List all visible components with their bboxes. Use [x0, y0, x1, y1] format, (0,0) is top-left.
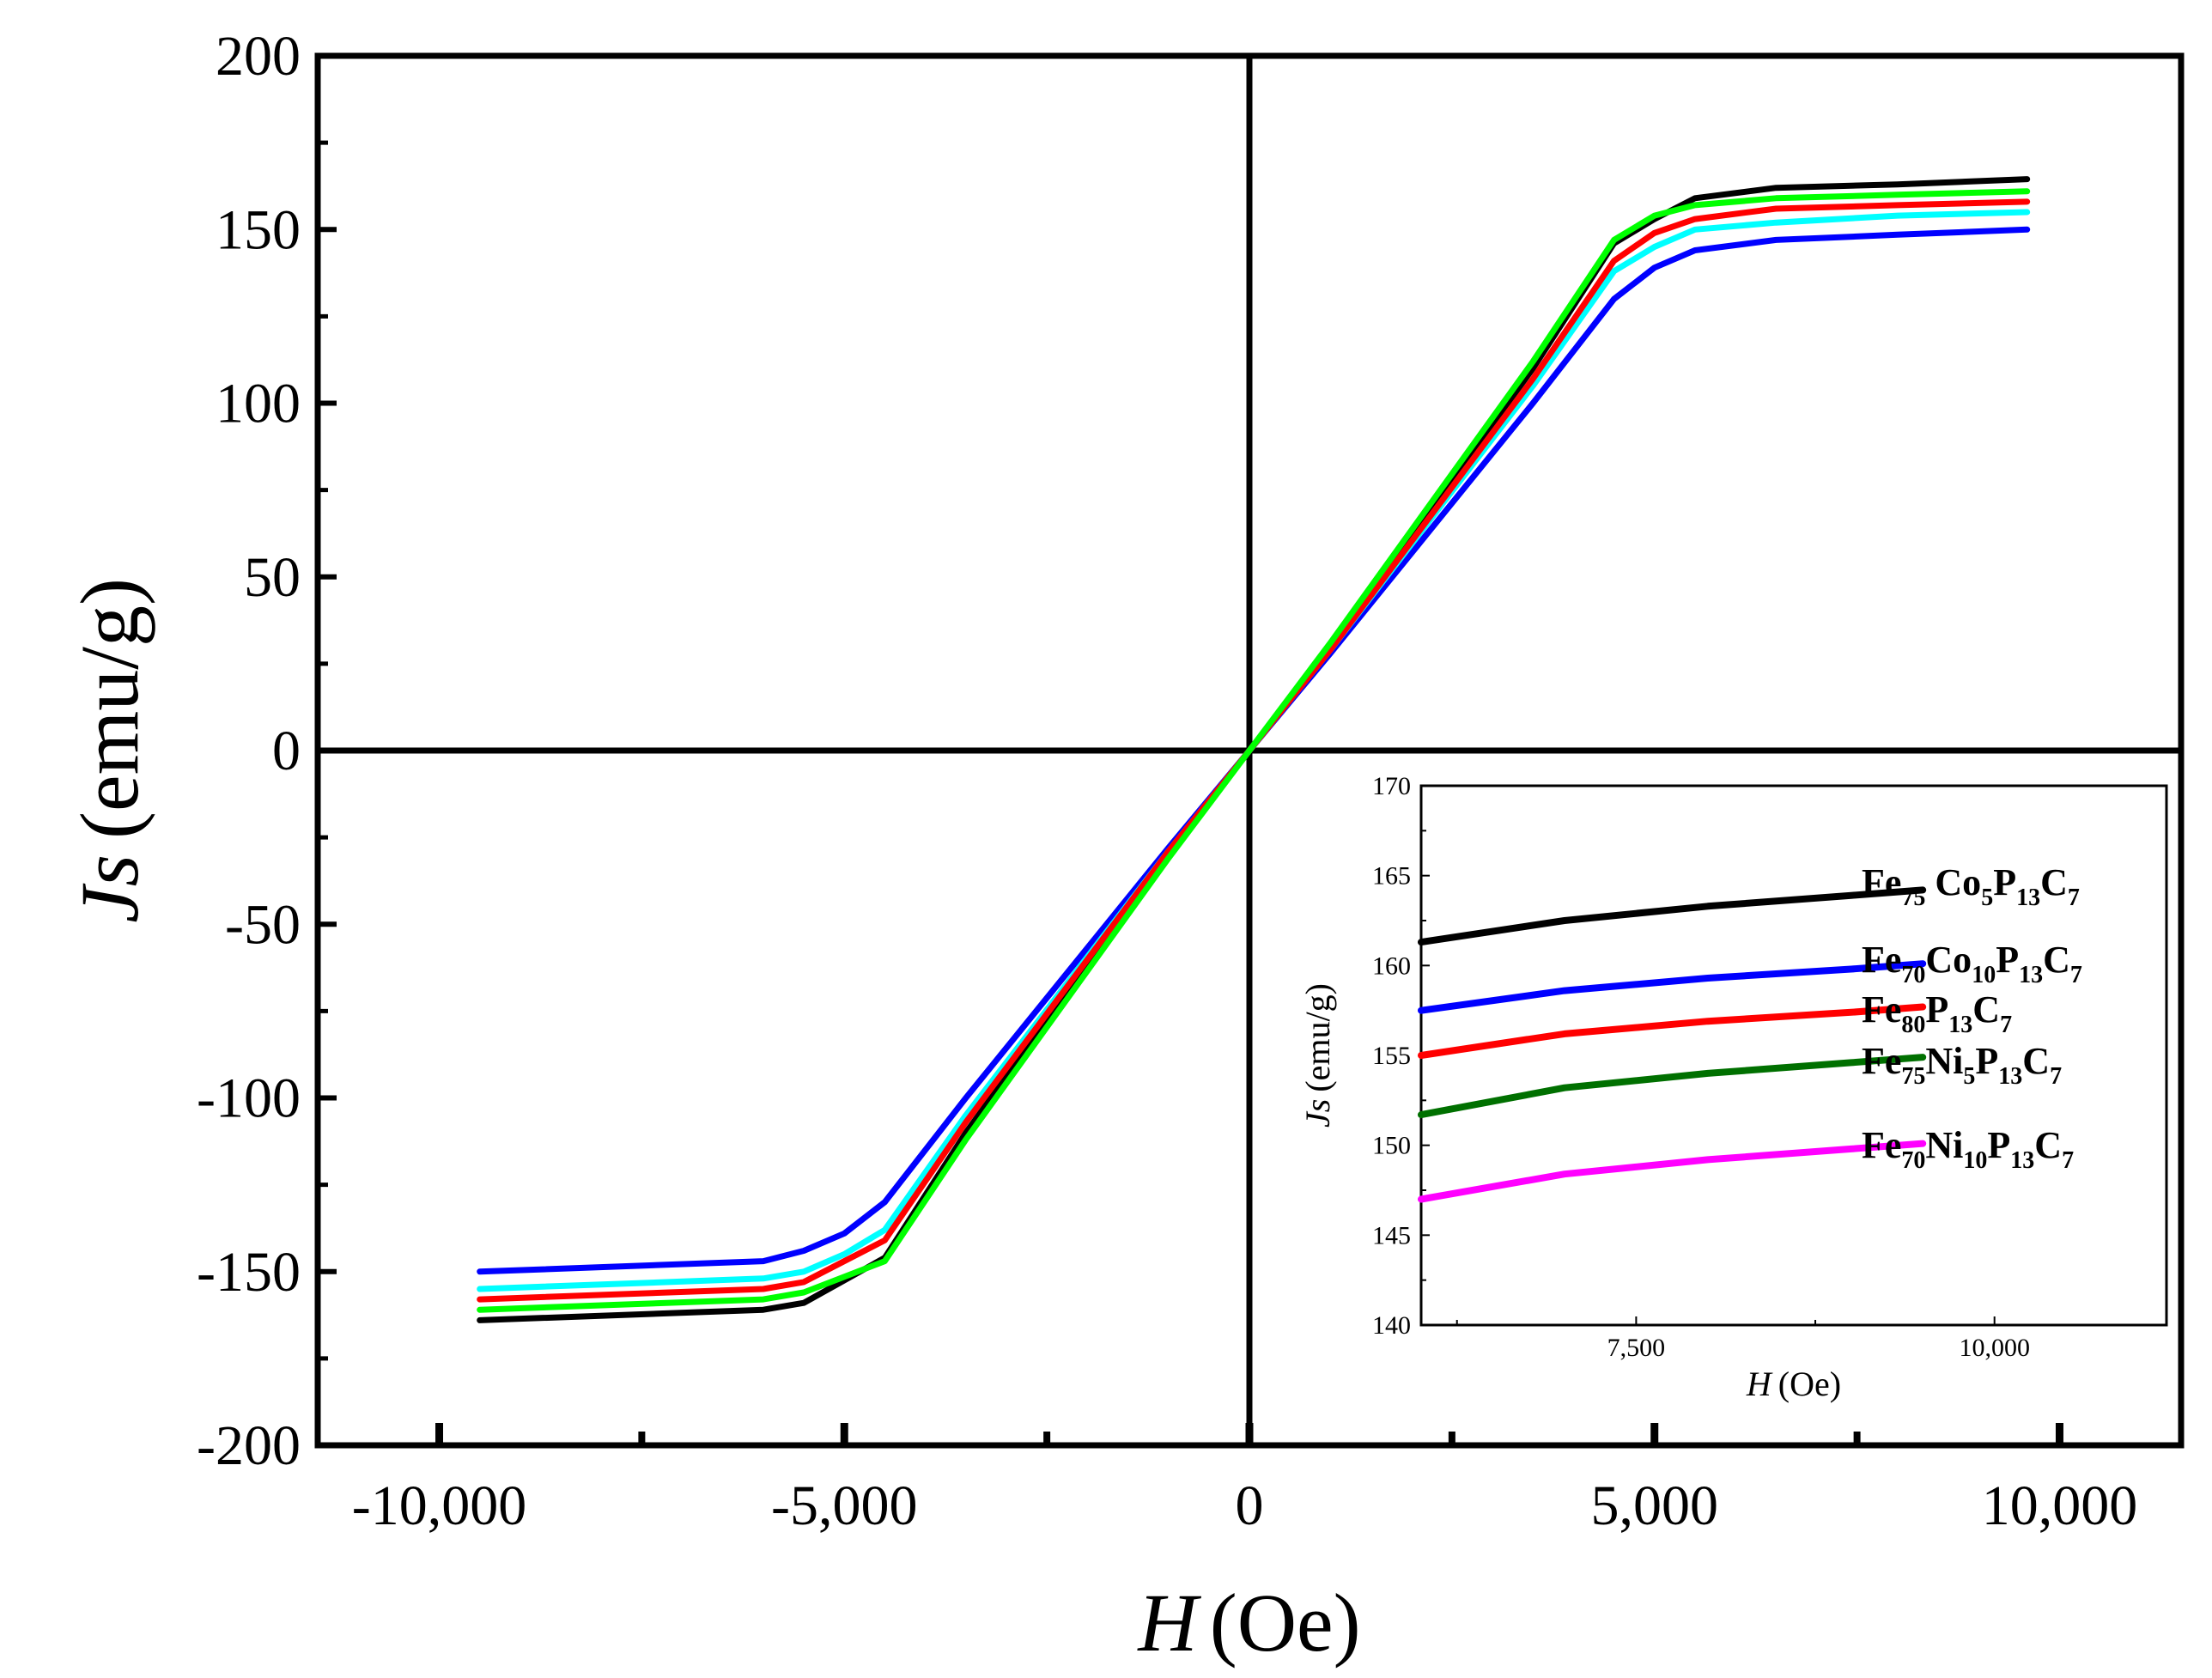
inset-y-tick-label: 165: [1372, 862, 1411, 891]
main-x-axis-title: H (Oe): [1136, 1577, 1360, 1669]
legend-element: Fe: [1862, 861, 1901, 903]
legend-subscript: 7: [2070, 962, 2082, 988]
legend-element: P: [1996, 939, 2019, 981]
legend-subscript: 7: [2068, 885, 2080, 911]
inset-legend-label: Fe80P13C7: [1862, 988, 2012, 1038]
inset-y-tick-label: 155: [1372, 1042, 1411, 1070]
legend-subscript: 7: [2062, 1147, 2074, 1174]
inset-x-tick-label: 7,500: [1607, 1334, 1666, 1362]
legend-subscript: 13: [2010, 1147, 2034, 1174]
main-y-axis-title: Js (emu/g): [64, 578, 155, 923]
legend-subscript: 10: [1963, 1147, 1987, 1174]
inset-y-tick-label: 150: [1372, 1132, 1411, 1160]
main-y-tick-label: -200: [197, 1414, 301, 1477]
inset-y-tick-label: 145: [1372, 1221, 1411, 1249]
legend-element: P: [1993, 861, 2016, 903]
inset-background: [1417, 781, 2171, 1329]
legend-element: Fe: [1862, 1040, 1901, 1082]
legend-subscript: 70: [1901, 1147, 1925, 1174]
main-x-tick-label: -5,000: [771, 1474, 917, 1537]
inset-legend-label: Fe75 Co5P13C7: [1862, 861, 2080, 911]
legend-element: Co: [1925, 861, 1981, 903]
main-y-tick-label: -150: [197, 1241, 301, 1304]
inset-series-Fe75Ni5P13C7: [1418, 1054, 1927, 1119]
legend-element: C: [2040, 861, 2068, 903]
inset-plot: 140 145 150 155 160 165 170 7,500 10,000 H (Oe) Js (…: [1298, 772, 2171, 1403]
legend-element: Ni: [1925, 1040, 1963, 1082]
inset-series-Fe75Co5P13C7: [1418, 886, 1927, 946]
main-y-tick-label: 200: [216, 25, 301, 88]
inset-y-axis-title: Js (emu/g): [1298, 983, 1337, 1128]
inset-x-axis-symbol: H: [1746, 1365, 1773, 1403]
legend-element: C: [2043, 939, 2070, 981]
main-series-red: [477, 198, 2031, 1303]
inset-y-tick-label: 140: [1372, 1311, 1411, 1340]
main-y-axis-symbol: Js: [64, 854, 155, 923]
legend-element: Ni: [1925, 1124, 1963, 1166]
inset-y-tick-label: 160: [1372, 951, 1411, 980]
inset-legend-label: Fe70Ni10P13C7: [1862, 1124, 2074, 1174]
legend-subscript: 80: [1901, 1012, 1925, 1038]
legend-subscript: 13: [1998, 1063, 2022, 1090]
inset-legend-label: Fe70Co10P13C7: [1862, 939, 2082, 988]
legend-subscript: 75: [1901, 885, 1925, 911]
main-y-axis-unit: (emu/g): [64, 578, 155, 839]
main-x-tick-label: 5,000: [1590, 1474, 1718, 1537]
legend-subscript: 13: [2016, 885, 2040, 911]
legend-subscript: 7: [2050, 1063, 2062, 1090]
legend-element: Fe: [1862, 939, 1901, 981]
inset-x-tick-label: 10,000: [1959, 1334, 2030, 1362]
legend-subscript: 5: [1981, 885, 1993, 911]
main-x-tick-label: -10,000: [352, 1474, 526, 1537]
legend-element: P: [1975, 1040, 1998, 1082]
main-y-tick-label: 0: [272, 720, 301, 782]
legend-subscript: 13: [2019, 962, 2043, 988]
legend-element: Fe: [1862, 988, 1901, 1031]
legend-element: P: [1925, 988, 1948, 1031]
legend-subscript: 13: [1948, 1012, 1972, 1038]
legend-element: C: [1972, 988, 2000, 1031]
main-series-green: [477, 188, 2031, 1313]
inset-legend-label: Fe75Ni5P13C7: [1862, 1040, 2062, 1090]
main-x-axis-symbol: H: [1136, 1577, 1201, 1669]
inset-series-Fe70Ni10P13C7: [1418, 1140, 1927, 1203]
main-y-tick-label: 100: [216, 373, 301, 435]
main-x-tick-label: 0: [1236, 1474, 1264, 1537]
legend-element: C: [2022, 1040, 2050, 1082]
inset-x-axis-unit: (Oe): [1778, 1365, 1841, 1403]
legend-element: P: [1987, 1124, 2010, 1166]
main-y-tick-label: 150: [216, 198, 301, 261]
inset-y-axis-symbol: Js: [1298, 1099, 1337, 1128]
legend-element: Co: [1925, 939, 1972, 981]
legend-subscript: 10: [1972, 962, 1996, 988]
legend-subscript: 70: [1901, 962, 1925, 988]
legend-element: C: [2034, 1124, 2062, 1166]
legend-element: Fe: [1862, 1124, 1901, 1166]
main-x-axis-unit: (Oe): [1210, 1577, 1361, 1669]
inset-y-axis-unit: (emu/g): [1298, 983, 1337, 1092]
main-y-tick-label: 50: [244, 546, 301, 609]
inset-series-Fe80P13C7: [1418, 1003, 1927, 1059]
legend-subscript: 5: [1963, 1063, 1975, 1090]
main-y-tick-label: -50: [225, 893, 301, 956]
inset-y-tick-label: 170: [1372, 772, 1411, 800]
legend-subscript: 7: [2000, 1012, 2012, 1038]
inset-x-axis-title: H (Oe): [1746, 1365, 1841, 1403]
main-y-tick-label: -100: [197, 1067, 301, 1130]
legend-subscript: 75: [1901, 1063, 1925, 1090]
inset-series-Fe70Co10P13C7: [1418, 960, 1927, 1014]
main-x-tick-label: 10,000: [1982, 1474, 2138, 1537]
